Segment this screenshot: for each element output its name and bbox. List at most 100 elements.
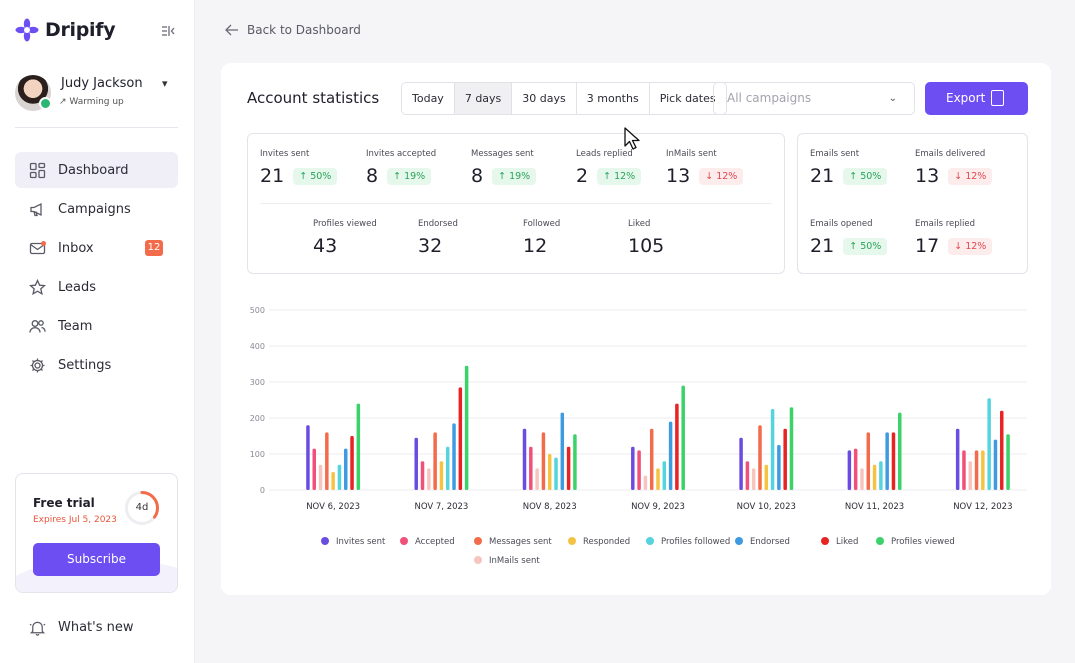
activity-bar-chart: 0 100 200 300 400 500 NOV 6, 2023 NOV 7, 2023 NO… [250, 306, 1027, 566]
stat-followed: Followed 12 [523, 219, 560, 257]
chart-bar [452, 423, 456, 490]
chart-bar [866, 432, 871, 490]
legend-label: Endorsed [750, 537, 790, 547]
chart-bar [885, 432, 889, 490]
y-tick-label: 200 [250, 414, 265, 423]
chart-bar [847, 450, 852, 490]
sidebar-item-settings[interactable]: Settings [15, 347, 178, 383]
campaign-select-value: All campaigns [727, 91, 812, 105]
stat-label: Emails replied [915, 219, 975, 229]
subscribe-button[interactable]: Subscribe [33, 543, 160, 576]
chart-bar [306, 425, 310, 490]
trial-days-ring: 4d [124, 490, 160, 526]
stat-profiles-viewed: Profiles viewed 43 [313, 219, 377, 257]
y-tick-label: 400 [250, 342, 265, 351]
chart-bar [535, 468, 539, 490]
stat-leads-replied: Leads replied 2 ↑ 12% [576, 149, 642, 187]
chart-bar [853, 448, 858, 490]
y-tick-label: 300 [250, 378, 265, 387]
arrow-up-right-icon: ↗ [59, 97, 67, 107]
chevron-down-icon: ⌄ [888, 93, 897, 104]
change-badge: ↑ 50% [843, 237, 888, 255]
chart-bar [445, 446, 450, 490]
chart-bar [783, 428, 787, 490]
chart-bar [414, 437, 418, 490]
stat-emails-sent: Emails sent 21 ↑ 50% [810, 149, 888, 187]
change-value: 12% [965, 170, 987, 182]
sidebar-item-label: Inbox [58, 240, 94, 256]
stat-label: Invites sent [260, 149, 310, 159]
back-to-dashboard-link[interactable]: Back to Dashboard [225, 23, 361, 37]
change-badge: ↓ 12% [699, 167, 744, 185]
x-tick-label: NOV 9, 2023 [631, 502, 685, 512]
range-today[interactable]: Today [402, 83, 455, 114]
sidebar-item-label: Settings [58, 357, 112, 373]
chart-bar [879, 461, 883, 490]
range-3-months[interactable]: 3 months [576, 83, 650, 114]
page-title: Account statistics [247, 89, 380, 107]
chart-bar [325, 432, 329, 490]
chart-bar [987, 398, 991, 490]
whats-new-link[interactable]: What's new [29, 619, 134, 636]
chart-bar [758, 425, 762, 490]
stat-emails-delivered: Emails delivered 13 ↓ 12% [915, 149, 993, 187]
change-value: 19% [404, 170, 426, 182]
app-logo[interactable]: Dripify [15, 18, 116, 42]
legend-label: Invites sent [336, 537, 386, 547]
date-range-tabs: Today 7 days 30 days 3 months Pick dates [401, 82, 727, 115]
chart-bar [955, 428, 960, 490]
user-name: Judy Jackson [61, 76, 143, 91]
stat-label: Emails delivered [915, 149, 986, 159]
user-status: ↗ Warming up [59, 97, 124, 107]
export-button[interactable]: Export [925, 82, 1028, 115]
stat-value: 17 [915, 235, 940, 257]
x-tick-label: NOV 8, 2023 [523, 502, 577, 512]
trial-days-left: 4d [135, 502, 149, 513]
collapse-sidebar-icon[interactable] [160, 23, 176, 39]
stat-value: 2 [576, 165, 589, 187]
stat-liked: Liked 105 [628, 219, 673, 257]
legend-dot [474, 556, 482, 564]
stat-label: Profiles viewed [313, 219, 377, 229]
legend-label: Accepted [415, 537, 455, 547]
campaign-select[interactable]: All campaigns ⌄ [713, 82, 915, 115]
account-statistics-card: Account statistics Today 7 days 30 days … [221, 63, 1051, 595]
app-name: Dripify [45, 19, 116, 41]
sidebar-item-team[interactable]: Team [15, 308, 178, 344]
chart-bar [681, 385, 685, 490]
change-value: 12% [716, 170, 738, 182]
stat-inmails-sent: InMails sent 13 ↓ 12% [666, 149, 744, 187]
range-7-days[interactable]: 7 days [454, 83, 513, 114]
x-tick-label: NOV 6, 2023 [306, 502, 360, 512]
legend-dot [821, 537, 829, 545]
chart-bar [631, 446, 635, 490]
arrow-up-icon: ↑ [849, 170, 858, 182]
stat-value: 21 [810, 165, 835, 187]
stat-label: Liked [628, 219, 651, 229]
stat-invites-accepted: Invites accepted 8 ↑ 19% [366, 149, 436, 187]
chevron-down-icon[interactable]: ▾ [162, 77, 168, 90]
user-profile[interactable]: Judy Jackson ↗ Warming up ▾ [15, 75, 180, 113]
sidebar-item-dashboard[interactable]: Dashboard [15, 152, 178, 188]
change-value: 50% [860, 170, 882, 182]
legend-dot [876, 537, 884, 545]
chart-bar [560, 412, 565, 490]
document-export-icon [991, 90, 1004, 106]
legend-label: Liked [836, 537, 858, 547]
sidebar-item-inbox[interactable]: Inbox 12 [15, 230, 178, 266]
chart-bar [993, 439, 998, 490]
sidebar-item-leads[interactable]: Leads [15, 269, 178, 305]
range-pick-dates[interactable]: Pick dates [649, 83, 726, 114]
stat-value: 8 [366, 165, 379, 187]
chart-bar [739, 437, 743, 490]
inbox-count-badge: 12 [145, 240, 163, 256]
chart-bar [770, 409, 775, 490]
chart-bar [566, 446, 571, 490]
chart-bar [318, 464, 323, 490]
range-30-days[interactable]: 30 days [512, 83, 577, 114]
sidebar-item-campaigns[interactable]: Campaigns [15, 191, 178, 227]
chart-bar [860, 468, 864, 490]
chart-bar [668, 421, 673, 490]
dripify-logo-icon [15, 18, 39, 42]
divider [15, 127, 178, 128]
